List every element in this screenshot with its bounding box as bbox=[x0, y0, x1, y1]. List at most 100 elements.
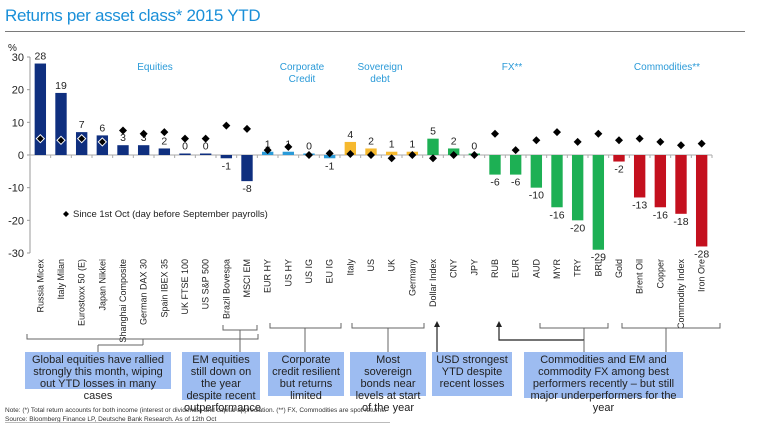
marker-diamond bbox=[201, 134, 210, 143]
footnote: Note: (*) Total return accounts for both… bbox=[5, 406, 386, 424]
x-tick-label: Germany bbox=[407, 259, 417, 297]
bar-value-label: 2 bbox=[161, 135, 167, 147]
marker-diamond bbox=[470, 151, 479, 159]
x-tick-label: EUR HY bbox=[263, 259, 273, 293]
marker-diamond bbox=[429, 154, 437, 163]
bar-value-label: -1 bbox=[222, 160, 231, 172]
bracket-fx bbox=[539, 323, 609, 329]
marker-diamond bbox=[35, 133, 46, 144]
x-tick-label: MSCI EM bbox=[242, 259, 252, 298]
bar bbox=[592, 155, 605, 250]
bar bbox=[695, 155, 708, 247]
group-label: FX** bbox=[502, 62, 523, 73]
x-tick-label: CNY bbox=[449, 259, 459, 278]
callout-commodities-fx: Commodities and EM and commodity FX amon… bbox=[524, 352, 683, 414]
bracket-commodities bbox=[621, 323, 721, 329]
bracket-sovereign bbox=[351, 323, 425, 329]
bar bbox=[489, 155, 501, 175]
callout-em-equities: EM equities still down on the year despi… bbox=[182, 352, 262, 414]
x-tick-label: UK FTSE 100 bbox=[180, 259, 190, 315]
bar bbox=[675, 155, 687, 214]
bar-value-label: 0 bbox=[306, 141, 312, 153]
x-tick-label: US bbox=[366, 259, 376, 272]
x-tick-label: Brent Oil bbox=[635, 259, 645, 294]
title-divider bbox=[5, 31, 745, 32]
marker-diamond bbox=[449, 151, 458, 159]
bar bbox=[344, 141, 357, 155]
bar bbox=[241, 155, 253, 182]
x-tick-label: EU IG bbox=[325, 259, 335, 284]
x-tick-label: Iron Ore bbox=[697, 259, 707, 292]
bar-value-label: 2 bbox=[368, 135, 374, 147]
x-tick-label: German DAX 30 bbox=[139, 259, 149, 325]
bar bbox=[199, 153, 212, 155]
group-label: debt bbox=[370, 74, 390, 85]
bar bbox=[654, 155, 667, 208]
group-label: Credit bbox=[289, 74, 316, 85]
bar-value-label: 6 bbox=[99, 122, 105, 134]
callout-sovereign: Most sovereign bonds near levels at star… bbox=[350, 352, 426, 414]
x-tick-label: Russia Micex bbox=[35, 259, 45, 313]
x-tick-label: Japan Nikkei bbox=[97, 259, 107, 311]
bar bbox=[571, 155, 584, 221]
marker-diamond bbox=[325, 149, 334, 158]
y-tick-label: -30 bbox=[8, 248, 24, 260]
marker-diamond bbox=[160, 128, 169, 137]
bar-value-label: -18 bbox=[673, 216, 688, 228]
bar-value-label: 3 bbox=[141, 132, 147, 144]
x-tick-label: Gold bbox=[614, 259, 624, 278]
marker-diamond bbox=[532, 136, 541, 145]
bar bbox=[34, 63, 47, 155]
x-tick-label: MYR bbox=[552, 259, 562, 280]
x-tick-label: Brazil Bovespa bbox=[221, 259, 231, 319]
marker-diamond bbox=[573, 137, 582, 146]
x-tick-label: TRY bbox=[573, 259, 583, 277]
marker-diamond bbox=[553, 128, 561, 137]
note-text: Note: (*) Total return accounts for both… bbox=[5, 407, 387, 414]
marker-diamond bbox=[222, 121, 231, 130]
bar-value-label: 2 bbox=[451, 135, 457, 147]
y-tick-label: -20 bbox=[8, 215, 24, 227]
marker-diamond bbox=[181, 134, 189, 143]
y-tick-label: 10 bbox=[12, 117, 24, 129]
bar-value-label: -2 bbox=[614, 164, 623, 176]
callout-corporate-credit: Corporate credit resilient but returns l… bbox=[268, 352, 344, 402]
y-tick-label: 0 bbox=[18, 150, 24, 162]
marker-diamond bbox=[263, 146, 272, 155]
x-tick-label: US S&P 500 bbox=[201, 259, 211, 309]
bar bbox=[633, 155, 646, 198]
bar-value-label: 28 bbox=[34, 51, 46, 63]
marker-diamond bbox=[76, 133, 87, 144]
bottom-divider bbox=[5, 422, 390, 423]
group-label: Commodities** bbox=[634, 62, 700, 73]
group-label: Equities bbox=[137, 62, 173, 73]
bracket-em bbox=[222, 325, 258, 331]
bar bbox=[509, 155, 522, 175]
bar bbox=[137, 145, 150, 155]
group-label: Sovereign bbox=[357, 62, 402, 73]
bar bbox=[282, 151, 295, 155]
bar-value-label: -10 bbox=[529, 190, 544, 202]
bar bbox=[179, 153, 191, 155]
arrowhead bbox=[496, 321, 502, 327]
marker-diamond bbox=[594, 129, 603, 138]
bar-value-label: 0 bbox=[471, 141, 477, 153]
y-tick-label: -10 bbox=[8, 183, 24, 195]
marker-diamond bbox=[284, 142, 293, 151]
bracket-credit bbox=[269, 323, 342, 329]
bar-value-label: -16 bbox=[549, 209, 564, 221]
x-tick-label: Dollar Index bbox=[428, 259, 438, 308]
x-tick-label: US IG bbox=[304, 259, 314, 284]
bar-value-label: 0 bbox=[203, 141, 209, 153]
x-tick-label: US HY bbox=[283, 259, 293, 287]
bar-value-label: -28 bbox=[694, 248, 709, 260]
bar-value-label: -13 bbox=[632, 199, 647, 211]
bar bbox=[551, 155, 563, 208]
marker-diamond bbox=[243, 124, 251, 133]
marker-diamond bbox=[139, 129, 148, 138]
marker-diamond bbox=[697, 139, 706, 148]
marker-diamond bbox=[119, 126, 127, 135]
marker-diamond bbox=[656, 137, 665, 146]
y-tick-label: 30 bbox=[12, 52, 24, 64]
bar-value-label: 4 bbox=[347, 129, 353, 141]
